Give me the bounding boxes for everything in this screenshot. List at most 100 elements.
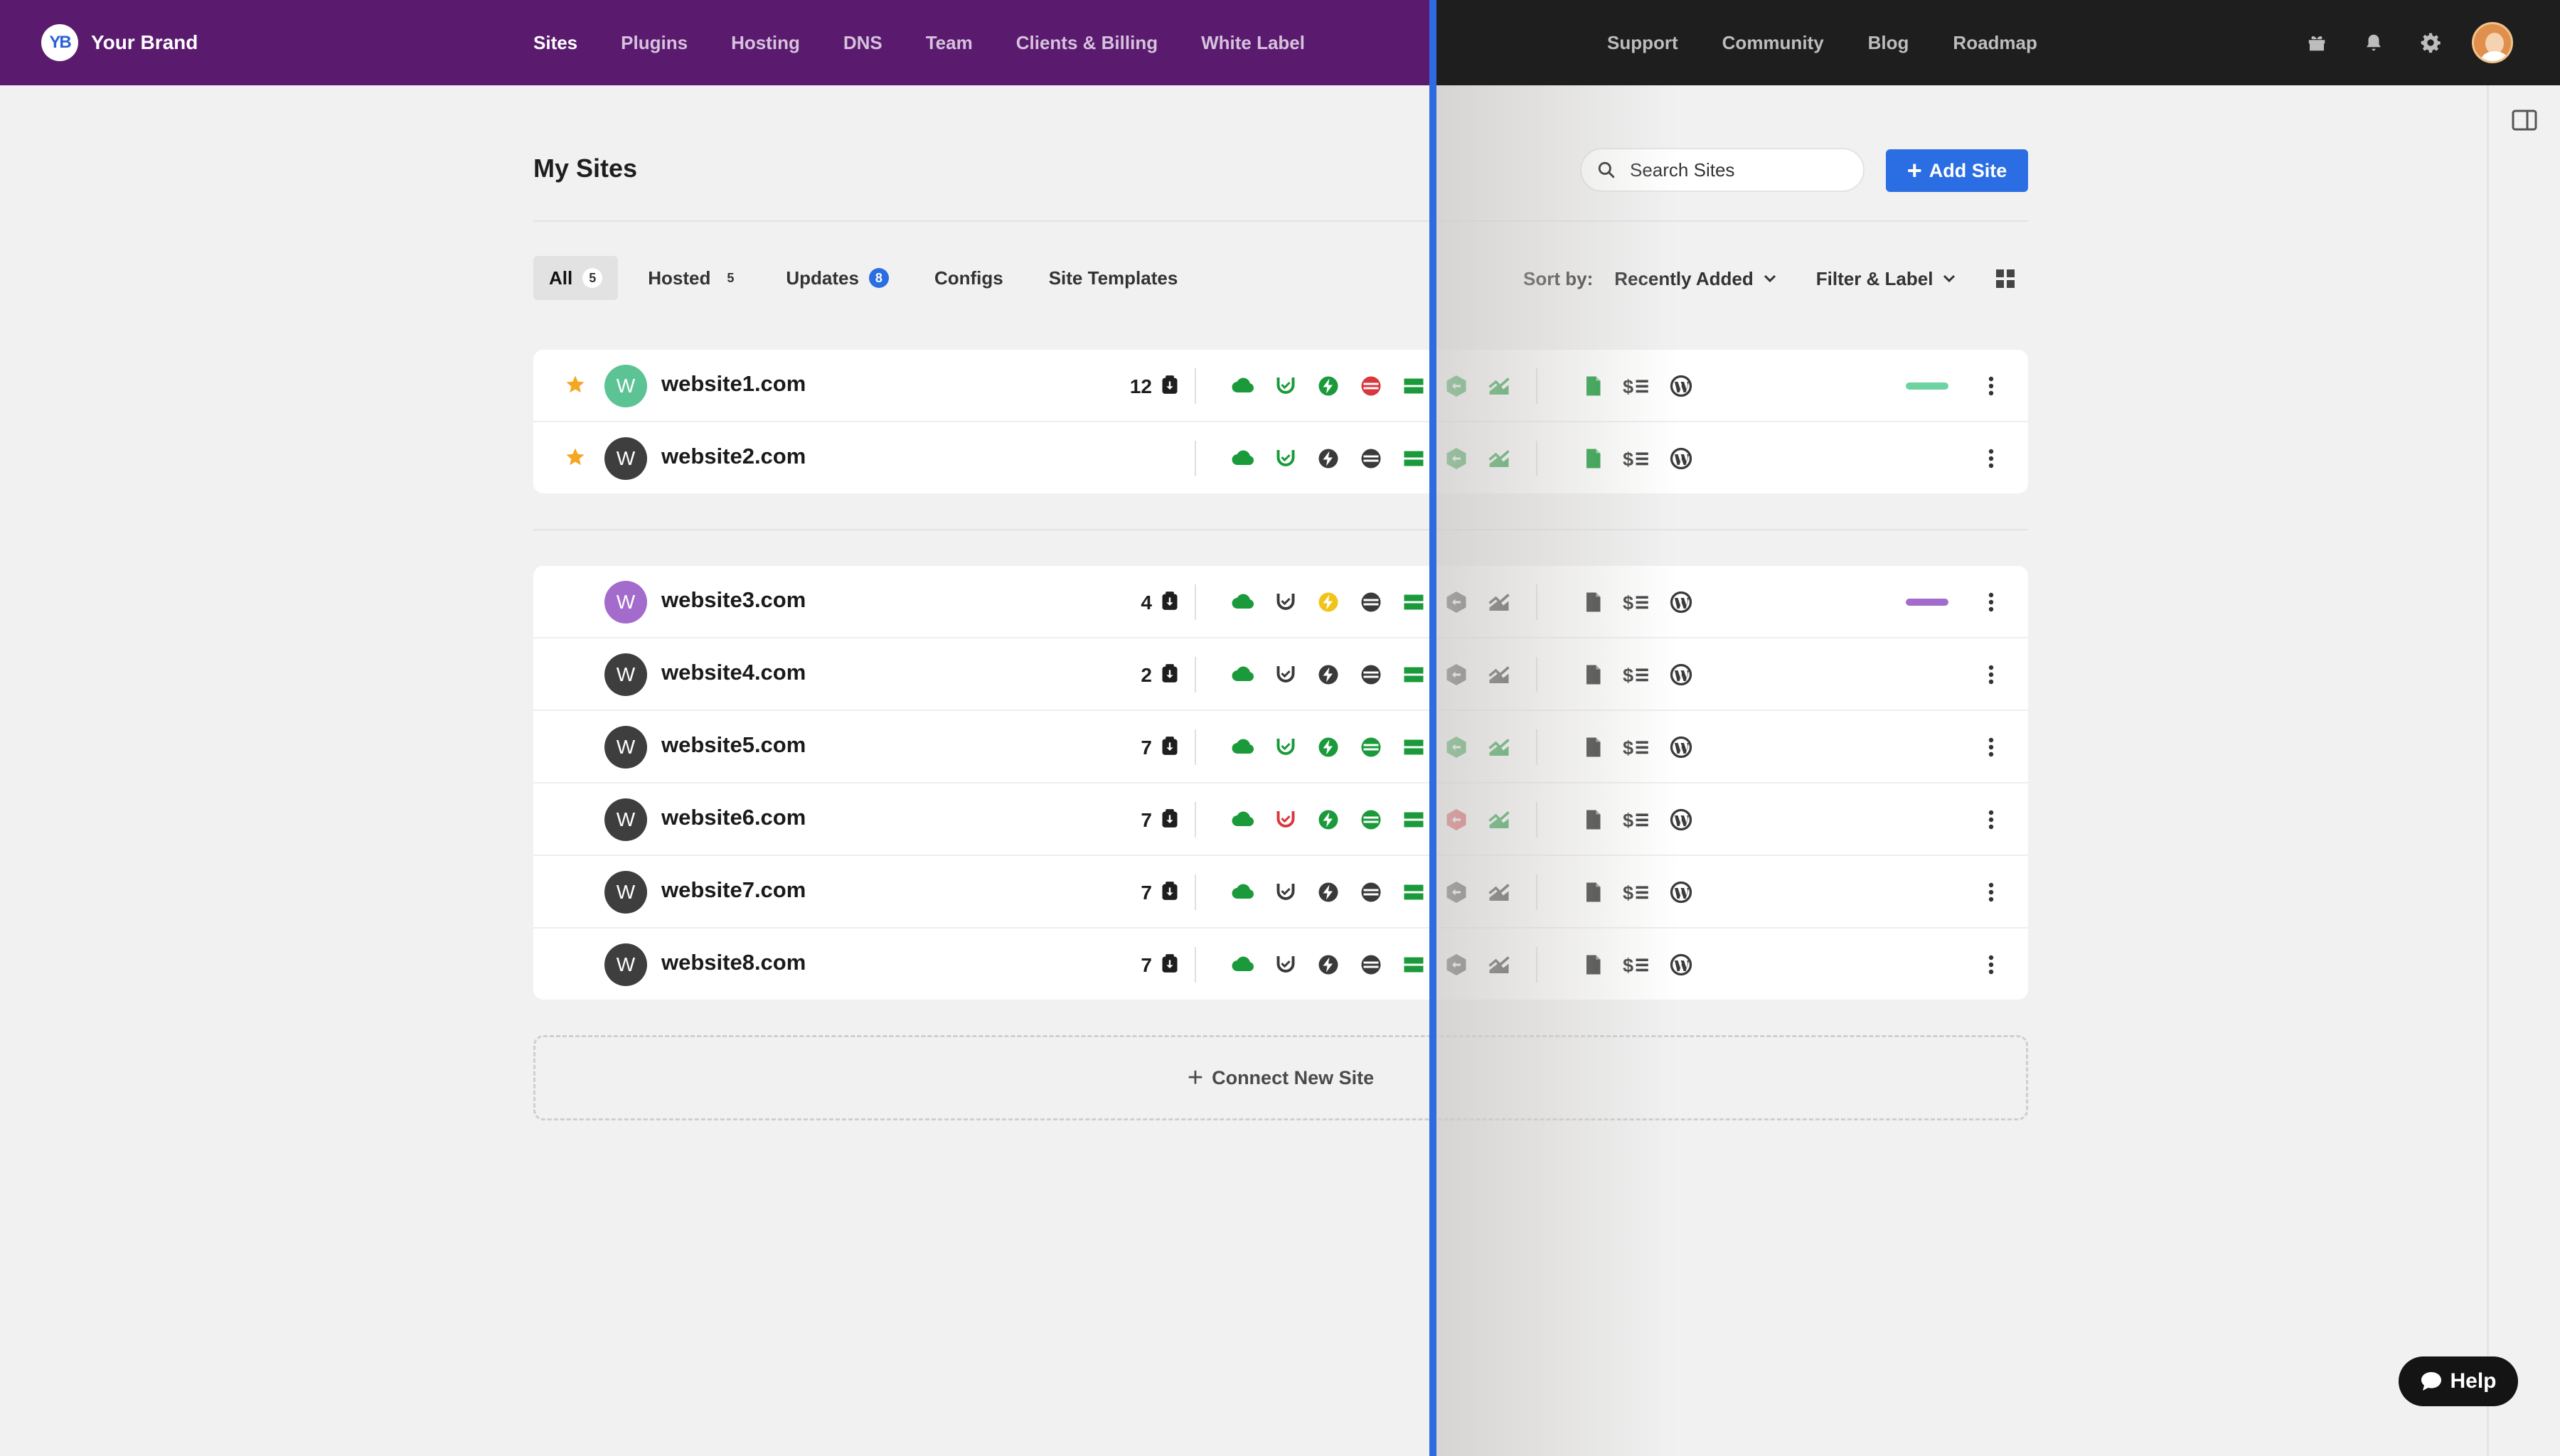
tab-updates[interactable]: Updates 8 [770,256,905,300]
security-shield-icon[interactable] [1273,734,1298,760]
billing-icon[interactable]: $ [1623,734,1648,760]
search-input[interactable] [1628,158,1842,182]
security-shield-icon[interactable] [1273,879,1298,905]
performance-icon[interactable] [1316,373,1341,399]
security-shield-icon[interactable] [1273,662,1298,687]
cdn-icon[interactable] [1444,879,1469,905]
hosting-server-icon[interactable] [1401,373,1426,399]
analytics-icon[interactable] [1486,446,1512,471]
cloud-backup-icon[interactable] [1230,879,1256,905]
cdn-icon[interactable] [1444,662,1469,687]
more-options-icon[interactable] [1977,588,2005,616]
site-name[interactable]: website8.com [661,950,806,975]
star-icon[interactable] [565,374,586,395]
updates-count[interactable]: 7 [1108,806,1179,835]
performance-icon[interactable] [1316,589,1341,615]
billing-icon[interactable]: $ [1623,446,1648,471]
billing-icon[interactable]: $ [1623,952,1648,978]
security-shield-icon[interactable] [1273,589,1298,615]
hosting-server-icon[interactable] [1401,446,1426,471]
performance-icon[interactable] [1316,952,1341,978]
nav-sites[interactable]: Sites [533,31,578,53]
more-options-icon[interactable] [1977,878,2005,906]
billing-icon[interactable]: $ [1623,589,1648,615]
nav-team[interactable]: Team [925,31,973,53]
notes-icon[interactable] [1580,373,1606,399]
cdn-icon[interactable] [1444,589,1469,615]
filter-label-dropdown[interactable]: Filter & Label [1816,268,1956,290]
more-options-icon[interactable] [1977,951,2005,979]
cloud-backup-icon[interactable] [1230,446,1256,471]
cdn-icon[interactable] [1444,373,1469,399]
hosting-server-icon[interactable] [1401,734,1426,760]
uptime-icon[interactable] [1358,952,1384,978]
billing-icon[interactable]: $ [1623,662,1648,687]
analytics-icon[interactable] [1486,734,1512,760]
performance-icon[interactable] [1316,662,1341,687]
performance-icon[interactable] [1316,807,1341,833]
site-label-tag[interactable] [1906,599,1948,606]
nav-roadmap[interactable]: Roadmap [1953,31,2037,53]
more-options-icon[interactable] [1977,660,2005,689]
notes-icon[interactable] [1580,807,1606,833]
wordpress-icon[interactable] [1668,446,1694,471]
nav-white-label[interactable]: White Label [1201,31,1305,53]
updates-count[interactable]: 7 [1108,879,1179,907]
nav-dns[interactable]: DNS [843,31,882,53]
hosting-server-icon[interactable] [1401,879,1426,905]
analytics-icon[interactable] [1486,373,1512,399]
brand[interactable]: YB Your Brand [41,21,198,64]
wordpress-icon[interactable] [1668,589,1694,615]
wordpress-icon[interactable] [1668,879,1694,905]
star-icon[interactable] [565,446,586,468]
updates-count[interactable]: 12 [1108,373,1179,401]
site-name[interactable]: website4.com [661,660,806,685]
connect-new-site-button[interactable]: + Connect New Site [533,1035,2028,1120]
security-shield-icon[interactable] [1273,446,1298,471]
site-name[interactable]: website2.com [661,444,806,469]
gift-icon[interactable] [2304,30,2330,55]
updates-count[interactable]: 7 [1108,734,1179,762]
hosting-server-icon[interactable] [1401,807,1426,833]
analytics-icon[interactable] [1486,662,1512,687]
analytics-icon[interactable] [1486,589,1512,615]
cloud-backup-icon[interactable] [1230,662,1256,687]
analytics-icon[interactable] [1486,807,1512,833]
gear-icon[interactable] [2418,30,2443,55]
site-name[interactable]: website5.com [661,732,806,757]
wordpress-icon[interactable] [1668,952,1694,978]
cloud-backup-icon[interactable] [1230,589,1256,615]
performance-icon[interactable] [1316,879,1341,905]
notes-icon[interactable] [1580,446,1606,471]
cloud-backup-icon[interactable] [1230,807,1256,833]
billing-icon[interactable]: $ [1623,807,1648,833]
tab-site-templates[interactable]: Site Templates [1033,256,1194,300]
analytics-icon[interactable] [1486,879,1512,905]
notes-icon[interactable] [1580,952,1606,978]
notes-icon[interactable] [1580,879,1606,905]
more-options-icon[interactable] [1977,372,2005,400]
notes-icon[interactable] [1580,662,1606,687]
wordpress-icon[interactable] [1668,734,1694,760]
nav-community[interactable]: Community [1722,31,1824,53]
site-name[interactable]: website7.com [661,877,806,902]
uptime-icon[interactable] [1358,446,1384,471]
notes-icon[interactable] [1580,734,1606,760]
site-name[interactable]: website6.com [661,805,806,830]
hosting-server-icon[interactable] [1401,589,1426,615]
updates-count[interactable]: 2 [1108,661,1179,690]
sort-dropdown[interactable]: Recently Added [1614,268,1776,290]
site-name[interactable]: website3.com [661,587,806,612]
security-shield-icon[interactable] [1273,373,1298,399]
uptime-icon[interactable] [1358,373,1384,399]
uptime-icon[interactable] [1358,662,1384,687]
more-options-icon[interactable] [1977,805,2005,834]
security-shield-icon[interactable] [1273,952,1298,978]
site-label-tag[interactable] [1906,382,1948,390]
nav-plugins[interactable]: Plugins [621,31,688,53]
nav-hosting[interactable]: Hosting [731,31,800,53]
